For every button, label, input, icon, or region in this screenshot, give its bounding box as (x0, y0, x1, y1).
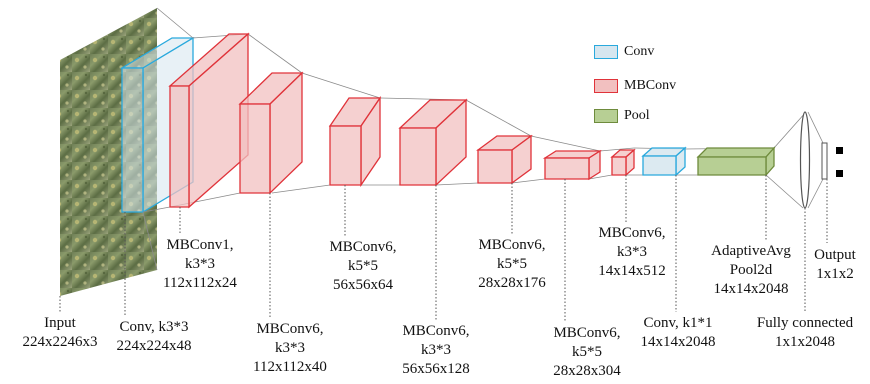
label-input: Input 224x2246x3 (8, 314, 112, 352)
label-mbconv6-5-line1: MBConv6, (553, 325, 621, 341)
label-conv2-line2: 14x14x2048 (640, 334, 716, 350)
label-output-line1: Output (814, 247, 856, 263)
label-mbconv6-4: MBConv6, k5*5 28x28x176 (462, 236, 562, 293)
label-mbconv6-6-line1: MBConv6, (598, 225, 666, 241)
label-mbconv6-5-line3: 28x28x304 (553, 363, 621, 379)
legend-pool: Pool (594, 106, 650, 126)
mbconv6-block-4 (476, 134, 533, 185)
label-input-line1: Input (44, 315, 76, 331)
legend-pool-swatch (594, 109, 618, 123)
label-mbconv1: MBConv1, k3*3 112x112x24 (150, 236, 250, 293)
label-mbconv6-6-line2: k3*3 (617, 244, 647, 260)
label-pool-line1: AdaptiveAvg (711, 243, 791, 259)
legend-mbconv-label: MBConv (624, 78, 677, 93)
legend-mbconv: MBConv (594, 76, 676, 96)
label-mbconv6-5: MBConv6, k5*5 28x28x304 (537, 324, 637, 381)
label-mbconv6-4-line2: k5*5 (497, 256, 527, 272)
leader-lines (59, 175, 828, 322)
label-pool-line2: Pool2d (729, 262, 773, 278)
label-pool: AdaptiveAvg Pool2d 14x14x2048 (696, 242, 806, 299)
legend-pool-label: Pool (624, 108, 650, 123)
label-mbconv6-3-line2: k3*3 (421, 342, 451, 358)
label-input-line2: 224x2246x3 (22, 334, 98, 350)
label-mbconv1-line1: MBConv1, (166, 237, 234, 253)
label-conv2-line1: Conv, k1*1 (643, 315, 713, 331)
label-conv1-line1: Conv, k3*3 (119, 319, 189, 335)
label-mbconv6-1-line1: MBConv6, (256, 321, 324, 337)
label-fc-line1: Fully connected (756, 315, 854, 331)
mbconv1-block (168, 32, 250, 209)
legend-conv-label: Conv (624, 44, 655, 59)
label-pool-line3: 14x14x2048 (713, 281, 789, 297)
label-mbconv6-5-line2: k5*5 (572, 344, 602, 360)
label-output: Output 1x1x2 (805, 246, 865, 284)
label-mbconv6-3-line3: 56x56x128 (402, 361, 470, 377)
label-mbconv1-line3: 112x112x24 (163, 275, 237, 291)
label-mbconv6-3-line1: MBConv6, (402, 323, 470, 339)
mbconv6-block-1 (238, 71, 304, 195)
label-mbconv6-1: MBConv6, k3*3 112x112x40 (240, 320, 340, 377)
label-mbconv6-6-line3: 14x14x512 (598, 263, 666, 279)
label-mbconv6-1-line2: k3*3 (275, 340, 305, 356)
label-conv1-line2: 224x224x48 (116, 338, 192, 354)
label-mbconv6-6: MBConv6, k3*3 14x14x512 (582, 224, 682, 281)
connector-lines (142, 7, 824, 271)
fully-connected-layer (799, 111, 811, 209)
label-mbconv6-2-line3: 56x56x64 (333, 277, 393, 293)
label-conv1: Conv, k3*3 224x224x48 (104, 318, 204, 356)
label-output-line2: 1x1x2 (816, 266, 854, 282)
output-layer (821, 142, 843, 180)
label-fc-line2: 1x1x2048 (775, 334, 835, 350)
pool-block (696, 146, 776, 177)
label-mbconv6-3: MBConv6, k3*3 56x56x128 (386, 322, 486, 379)
legend-mbconv-swatch (594, 79, 618, 93)
label-conv2: Conv, k1*1 14x14x2048 (628, 314, 728, 352)
label-mbconv6-1-line3: 112x112x40 (253, 359, 327, 375)
mbconv6-block-3 (398, 98, 468, 187)
label-mbconv6-4-line3: 28x28x176 (478, 275, 546, 291)
label-mbconv6-2-line2: k5*5 (348, 258, 378, 274)
mbconv6-block-6 (610, 148, 636, 177)
label-mbconv6-4-line1: MBConv6, (478, 237, 546, 253)
mbconv6-block-2 (328, 95, 382, 188)
mbconv6-block-5 (542, 149, 603, 181)
label-mbconv6-2: MBConv6, k5*5 56x56x64 (313, 238, 413, 295)
legend-conv: Conv (594, 42, 654, 62)
legend-conv-swatch (594, 45, 618, 59)
conv2-block (641, 146, 687, 177)
label-fc: Fully connected 1x1x2048 (742, 314, 868, 352)
label-mbconv1-line2: k3*3 (185, 256, 215, 272)
label-mbconv6-2-line1: MBConv6, (329, 239, 397, 255)
